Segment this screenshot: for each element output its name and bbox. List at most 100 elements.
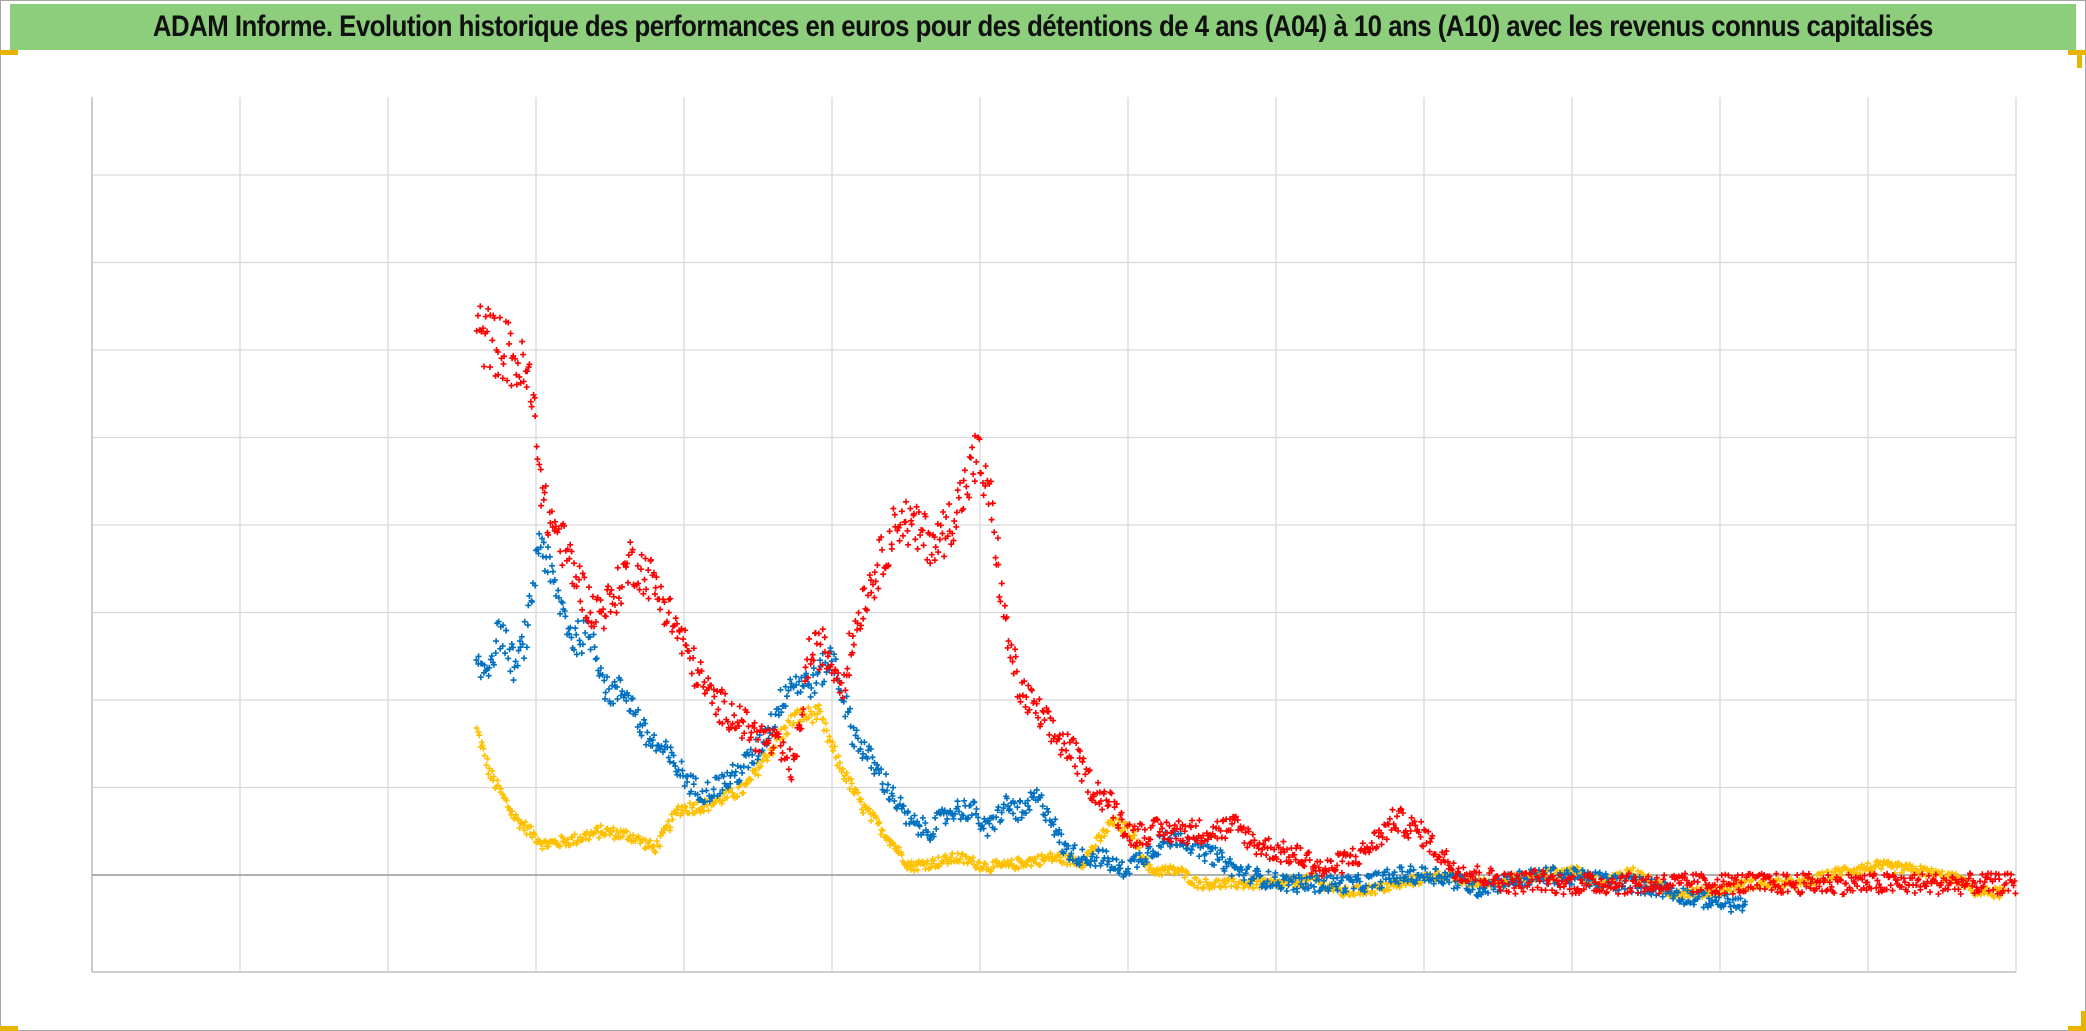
data-point (924, 829, 931, 835)
data-point (658, 583, 664, 590)
data-point (1033, 700, 1040, 707)
data-point (1909, 875, 1916, 882)
data-point (1541, 871, 1548, 878)
data-point (1378, 841, 1385, 848)
data-point (1555, 881, 1562, 888)
data-point (1967, 871, 1974, 878)
data-point (667, 744, 674, 751)
data-point (1821, 877, 1828, 883)
chart-title: ADAM Informe. Evolution historique des p… (153, 10, 1933, 43)
data-point (1656, 890, 1663, 897)
data-point (1648, 876, 1655, 883)
data-point (892, 843, 899, 850)
data-point (614, 564, 621, 571)
data-point (1754, 881, 1761, 888)
data-point (1726, 899, 1733, 906)
data-point (600, 606, 607, 613)
data-point (664, 618, 670, 625)
data-point (1452, 873, 1459, 880)
data-point (523, 384, 530, 390)
data-point (998, 817, 1005, 824)
data-point (858, 622, 864, 629)
data-point (1874, 877, 1881, 884)
data-point (598, 609, 605, 616)
data-point (985, 501, 992, 508)
data-point (1007, 654, 1014, 661)
data-point (919, 527, 926, 534)
data-point (719, 720, 726, 727)
data-point (1269, 881, 1276, 888)
data-point (961, 797, 968, 804)
data-point (1250, 885, 1257, 892)
data-point (1474, 893, 1481, 900)
data-point (908, 858, 915, 865)
data-point (523, 644, 530, 651)
data-point (1709, 899, 1716, 906)
data-point (1377, 878, 1384, 885)
data-point (1194, 837, 1201, 844)
data-point (782, 683, 789, 690)
gridlines (91, 97, 2017, 973)
data-point (1214, 835, 1221, 842)
data-point (1161, 867, 1168, 874)
data-point (1780, 889, 1786, 896)
data-point (1352, 853, 1359, 860)
data-point (1018, 814, 1025, 821)
data-point (1294, 889, 1301, 896)
data-point (1201, 858, 1208, 864)
data-point (542, 483, 549, 490)
data-point (610, 593, 617, 600)
data-point (868, 577, 874, 584)
data-point (842, 687, 849, 694)
data-point (1427, 838, 1434, 845)
data-point (936, 536, 943, 543)
data-point (819, 626, 826, 633)
data-point (1262, 837, 1269, 844)
data-point (494, 777, 501, 784)
data-point (1103, 848, 1110, 855)
data-point (860, 615, 867, 622)
data-point (1545, 880, 1552, 887)
data-point (913, 503, 920, 510)
data-point (1542, 887, 1549, 894)
data-point (866, 572, 873, 579)
data-point (1742, 888, 1749, 894)
data-point (914, 818, 921, 825)
data-point (849, 649, 856, 656)
data-point (963, 483, 970, 490)
data-point (1386, 815, 1393, 822)
data-point (950, 537, 957, 544)
data-point (624, 560, 631, 567)
data-point (1271, 846, 1278, 853)
data-point (807, 693, 814, 700)
data-point (505, 319, 512, 326)
data-point (681, 783, 688, 790)
data-point (1044, 805, 1050, 812)
data-point (1590, 876, 1596, 883)
data-point (1570, 873, 1576, 880)
data-point (821, 678, 828, 685)
data-point (987, 478, 994, 485)
data-point (708, 682, 715, 689)
data-point (1907, 867, 1914, 874)
data-point (997, 598, 1004, 605)
data-point (1911, 890, 1918, 896)
data-point (1927, 889, 1933, 896)
data-point (516, 825, 523, 832)
data-point (688, 670, 695, 677)
data-point (1116, 862, 1122, 869)
data-point (638, 551, 645, 558)
data-point (1182, 823, 1189, 830)
data-point (1861, 872, 1868, 879)
data-point (1563, 867, 1570, 874)
data-point (1158, 843, 1164, 850)
data-point (1368, 840, 1375, 846)
data-point (1386, 886, 1392, 893)
data-point (1010, 810, 1016, 817)
data-point (1418, 818, 1425, 825)
data-point (816, 666, 823, 673)
data-point (500, 361, 507, 367)
data-point (839, 694, 846, 701)
data-point (932, 544, 939, 551)
data-point (1722, 900, 1729, 907)
